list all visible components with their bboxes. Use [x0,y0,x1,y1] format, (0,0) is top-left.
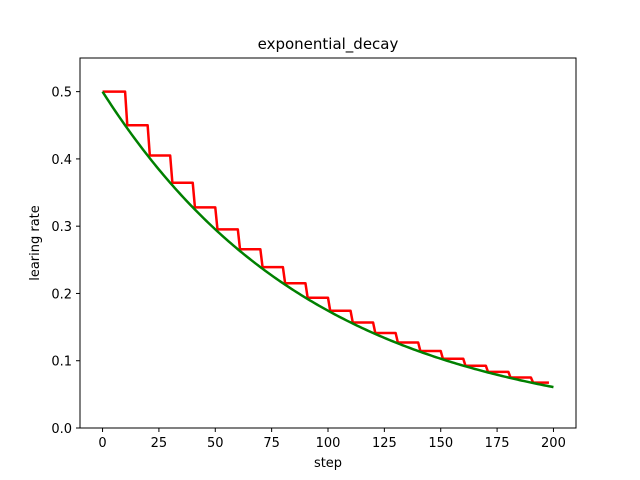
x-axis-label: step [314,456,342,471]
x-tick-label: 50 [207,436,224,451]
chart-title: exponential_decay [258,35,399,54]
y-tick-label: 0.5 [51,86,72,101]
y-tick-label: 0.1 [51,355,72,370]
y-tick-label: 0.3 [51,220,72,235]
y-axis-label: learing rate [28,205,43,281]
y-tick-label: 0.2 [51,287,72,302]
x-axis: 0 25 50 75 100 125 150 175 200 [98,428,566,451]
plot-area [101,90,554,389]
x-tick-label: 100 [316,436,341,451]
y-axis: 0.0 0.1 0.2 0.3 0.4 0.5 [51,86,80,437]
x-tick-label: 150 [428,436,453,451]
x-tick-label: 125 [372,436,397,451]
x-tick-label: 175 [485,436,510,451]
x-tick-label: 200 [541,436,566,451]
x-tick-label: 0 [98,436,106,451]
y-tick-label: 0.0 [51,422,72,437]
y-tick-label: 0.4 [51,153,72,168]
x-tick-label: 25 [151,436,168,451]
series-line-1 [102,90,549,384]
x-tick-label: 75 [263,436,280,451]
series-line-2 [101,90,554,389]
